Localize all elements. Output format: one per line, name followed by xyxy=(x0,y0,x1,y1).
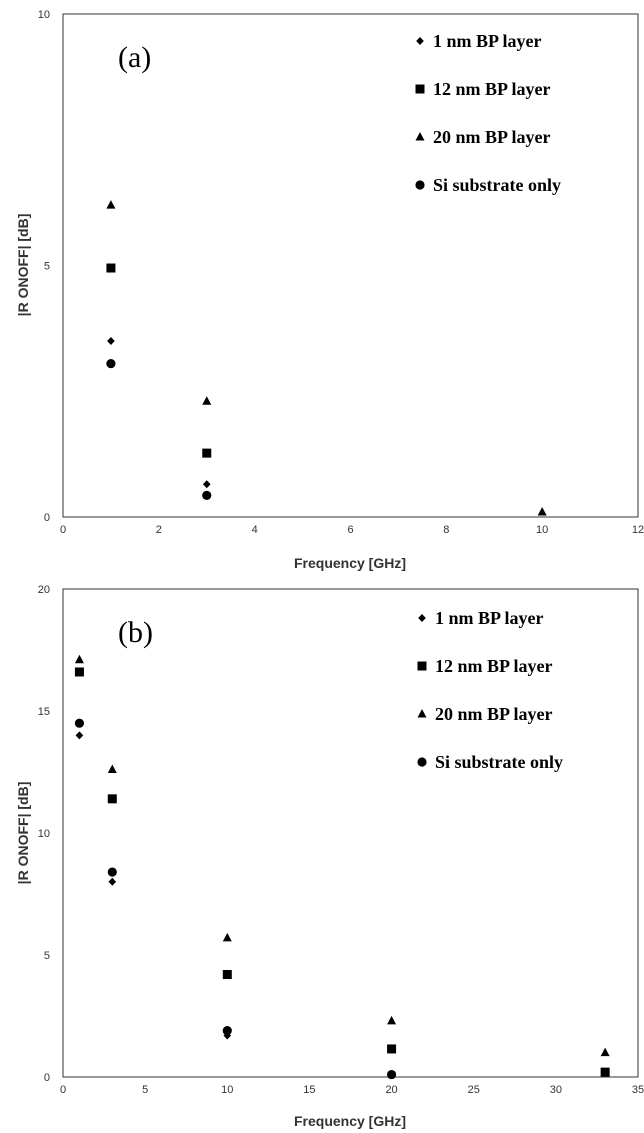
tick-labels-a: 0 2 4 6 8 10 12 0 5 10 xyxy=(38,9,644,536)
x-tick-label-a-1: 2 xyxy=(156,524,162,536)
x-tick-label-b-0: 0 xyxy=(60,1084,66,1096)
y-tick-label-a-0: 0 xyxy=(44,512,50,524)
data-point-b-2-2 xyxy=(222,932,232,942)
x-tick-label-b-2: 10 xyxy=(221,1084,233,1096)
tick-labels-b: 0 5 10 15 20 25 30 35 0 5 10 15 20 xyxy=(38,584,644,1096)
x-tick-label-a-5: 10 xyxy=(536,524,548,536)
data-point-b-2-0 xyxy=(74,654,84,664)
data-point-b-0-1 xyxy=(108,877,117,886)
legend-marker-b-2 xyxy=(417,709,427,718)
legend-marker-a-0 xyxy=(416,37,424,45)
data-marks-b xyxy=(74,654,610,1080)
legend-label-a-0: 1 nm BP layer xyxy=(433,31,542,51)
x-tick-label-a-2: 4 xyxy=(252,524,258,536)
data-point-b-1-4 xyxy=(600,1067,610,1077)
x-tick-label-a-6: 12 xyxy=(632,524,644,536)
data-point-b-3-2 xyxy=(222,1026,232,1036)
y-tick-label-b-1: 5 xyxy=(44,950,50,962)
legend-b: 1 nm BP layer 12 nm BP layer 20 nm BP laye… xyxy=(417,608,563,772)
data-point-b-2-1 xyxy=(107,764,117,774)
x-tick-label-b-1: 5 xyxy=(142,1084,148,1096)
panel-label-b: (b) xyxy=(118,616,153,649)
x-tick-label-b-5: 25 xyxy=(468,1084,480,1096)
legend-label-b-2: 20 nm BP layer xyxy=(435,704,553,724)
x-axis-title-b: Frequency [GHz] xyxy=(294,1113,406,1129)
legend-label-b-0: 1 nm BP layer xyxy=(435,608,544,628)
legend-marker-b-1 xyxy=(417,661,427,671)
legend-label-a-3: Si substrate only xyxy=(433,175,561,195)
data-point-a-1-1 xyxy=(202,448,212,458)
data-point-a-2-0 xyxy=(106,200,116,209)
legend-label-b-1: 12 nm BP layer xyxy=(435,656,553,676)
y-tick-label-b-4: 20 xyxy=(38,584,50,596)
data-point-a-2-1 xyxy=(202,396,212,405)
data-point-b-2-4 xyxy=(600,1047,610,1057)
y-axis-title-b: |R ONOFF| [dB] xyxy=(15,782,31,885)
x-tick-label-b-7: 35 xyxy=(632,1084,644,1096)
legend-marker-a-3 xyxy=(415,180,425,190)
x-tick-label-a-4: 8 xyxy=(443,524,449,536)
panel-label-a: (a) xyxy=(118,41,151,74)
legend-label-b-3: Si substrate only xyxy=(435,752,563,772)
legend-marker-a-1 xyxy=(415,84,425,94)
legend-a: 1 nm BP layer 12 nm BP layer 20 nm BP laye… xyxy=(415,31,561,195)
x-tick-label-b-6: 30 xyxy=(550,1084,562,1096)
plot-frame-a xyxy=(62,13,639,518)
y-tick-label-b-2: 10 xyxy=(38,828,50,840)
x-tick-label-a-3: 6 xyxy=(347,524,353,536)
x-tick-label-b-3: 15 xyxy=(303,1084,315,1096)
y-tick-label-b-3: 15 xyxy=(38,706,50,718)
y-tick-label-a-2: 10 xyxy=(38,9,50,21)
legend-marker-a-2 xyxy=(415,132,425,141)
data-point-b-3-1 xyxy=(107,867,117,877)
legend-label-a-2: 20 nm BP layer xyxy=(433,127,551,147)
data-point-a-2-2 xyxy=(537,506,547,516)
chart-panel-b: 0 5 10 15 20 25 30 35 0 5 10 15 20 1 nm BP layer 12 n… xyxy=(15,584,644,1129)
x-tick-label-b-4: 20 xyxy=(385,1084,397,1096)
data-point-b-3-0 xyxy=(74,718,85,728)
data-point-a-3-0 xyxy=(106,358,116,369)
y-tick-label-b-0: 0 xyxy=(44,1072,50,1084)
data-point-b-2-3 xyxy=(387,1015,397,1025)
data-point-b-1-0 xyxy=(74,667,84,677)
data-point-a-3-1 xyxy=(202,490,212,500)
data-marks-a xyxy=(106,200,547,516)
y-tick-label-a-1: 5 xyxy=(44,261,50,273)
data-point-b-1-2 xyxy=(222,970,232,980)
data-point-a-0-0 xyxy=(107,336,115,345)
data-point-a-0-1 xyxy=(202,480,211,489)
data-point-b-1-3 xyxy=(387,1044,397,1054)
chart-panel-a: 0 2 4 6 8 10 12 0 5 10 1 nm BP layer 12 nm BP laye… xyxy=(15,9,644,571)
data-point-b-3-3 xyxy=(386,1069,397,1080)
data-point-b-1-1 xyxy=(107,794,117,804)
legend-marker-b-3 xyxy=(417,757,427,767)
plot-frame-b xyxy=(62,588,639,1078)
legend-label-a-1: 12 nm BP layer xyxy=(433,79,551,99)
x-axis-title-a: Frequency [GHz] xyxy=(294,555,406,571)
data-point-a-1-0 xyxy=(106,263,116,273)
y-axis-title-a: |R ONOFF| [dB] xyxy=(15,214,31,317)
x-tick-label-a-0: 0 xyxy=(60,524,66,536)
legend-marker-b-0 xyxy=(418,614,426,622)
data-point-b-0-0 xyxy=(75,731,84,740)
